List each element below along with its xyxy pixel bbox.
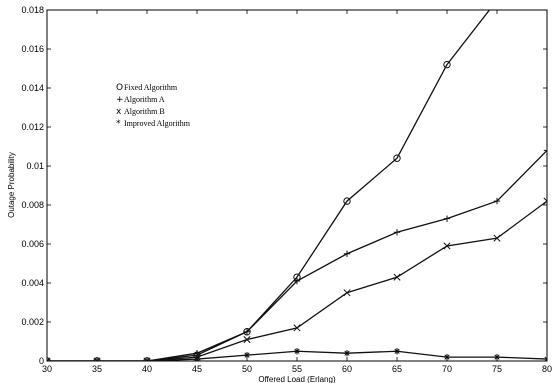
y-tick-label: 0.018 bbox=[21, 5, 44, 15]
series-layer bbox=[47, 0, 547, 361]
x-tick-label: 55 bbox=[292, 364, 302, 374]
legend-entry: Improved Algorithm bbox=[124, 119, 191, 128]
data-point-x bbox=[393, 273, 401, 281]
legend-entry: Algorithm A bbox=[124, 95, 165, 104]
y-axis-title: Outage Probability bbox=[7, 152, 16, 218]
data-point-x bbox=[293, 324, 301, 332]
y-tick-label: 0 bbox=[39, 356, 44, 366]
data-point-star bbox=[493, 353, 501, 361]
data-point-x bbox=[443, 242, 451, 250]
y-tick-label: 0.004 bbox=[21, 278, 44, 288]
series-improved-algorithm bbox=[47, 348, 547, 361]
data-point-x bbox=[493, 234, 501, 242]
x-axis-title: Offered Load (Erlang) bbox=[258, 375, 336, 383]
y-tick-label: 0.008 bbox=[21, 200, 44, 210]
data-point-x bbox=[243, 335, 251, 344]
y-tick-label: 0.002 bbox=[21, 317, 44, 327]
y-tick-label: 0.012 bbox=[21, 122, 44, 132]
data-point-circle bbox=[443, 60, 451, 69]
legend-symbol: * bbox=[116, 119, 121, 129]
data-point-circle bbox=[494, 0, 500, 3]
data-point-plus bbox=[293, 277, 301, 285]
data-point-plus bbox=[343, 250, 351, 257]
legend-entry: Fixed Algorithm bbox=[124, 83, 178, 92]
data-point-star bbox=[193, 355, 201, 361]
series-line bbox=[47, 10, 491, 361]
data-point-star bbox=[393, 348, 401, 355]
x-tick-label: 65 bbox=[392, 364, 402, 374]
legend-symbol: O bbox=[116, 83, 123, 93]
x-tick-label: 50 bbox=[242, 364, 252, 374]
data-point-plus bbox=[243, 328, 251, 335]
data-point-plus bbox=[393, 229, 401, 236]
legend-symbol: x bbox=[116, 107, 122, 117]
y-tick-label: 0.014 bbox=[21, 83, 44, 93]
data-point-x bbox=[543, 197, 547, 205]
x-tick-label: 70 bbox=[442, 364, 452, 374]
data-point-star bbox=[443, 353, 451, 361]
y-tick-label: 0.01 bbox=[26, 161, 44, 171]
data-point-star bbox=[343, 350, 351, 357]
data-point-star bbox=[243, 351, 251, 359]
data-point-x bbox=[343, 289, 351, 297]
x-tick-label: 75 bbox=[492, 364, 502, 374]
legend: O Fixed Algorithm+ Algorithm Ax Algorithm B… bbox=[116, 83, 191, 129]
y-tick-label: 0.016 bbox=[21, 44, 44, 54]
data-point-plus bbox=[493, 197, 501, 205]
legend-entry: Algorithm B bbox=[124, 107, 165, 116]
data-point-star bbox=[293, 348, 301, 355]
y-tick-label: 0.006 bbox=[21, 239, 44, 249]
x-tick-label: 30 bbox=[42, 364, 52, 374]
x-tick-label: 40 bbox=[142, 364, 152, 374]
data-point-circle bbox=[393, 154, 401, 162]
data-point-circle bbox=[343, 197, 351, 205]
axis-ticks: 30 35 40 45 50 55 60 65 70 75 80 0 0.002 0.004 0.006 0.… bbox=[21, 5, 552, 374]
data-point-plus bbox=[193, 350, 201, 357]
data-point-plus bbox=[443, 215, 451, 222]
x-tick-label: 35 bbox=[92, 364, 102, 374]
x-tick-label: 80 bbox=[542, 364, 552, 374]
legend-symbol: + bbox=[116, 95, 124, 105]
x-tick-label: 45 bbox=[192, 364, 202, 374]
data-point-plus bbox=[543, 147, 547, 154]
plot-area bbox=[46, 9, 548, 362]
x-tick-label: 60 bbox=[342, 364, 352, 374]
